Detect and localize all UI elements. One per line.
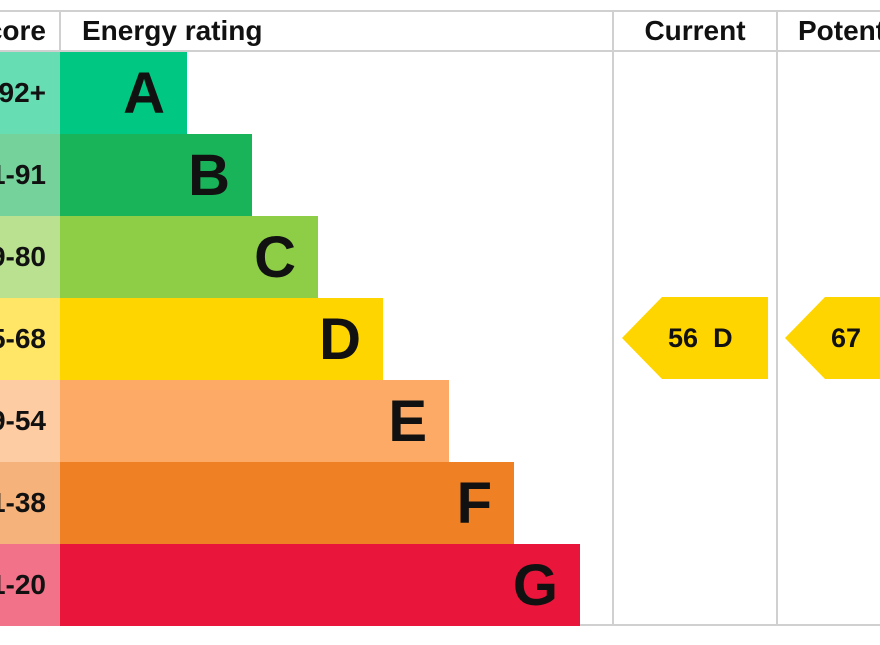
border: [0, 10, 880, 12]
potential-score: 67: [831, 323, 862, 353]
score-range: 21-38: [0, 487, 46, 518]
border: [612, 11, 614, 626]
border: [0, 50, 880, 52]
score-cell: 21-38: [0, 462, 60, 544]
border: [776, 11, 778, 626]
rating-bar: C: [60, 216, 318, 298]
header-potential: Potential: [798, 15, 880, 46]
current-arrow: 56 D: [622, 297, 768, 379]
score-tint: [0, 380, 60, 462]
rating-bar: E: [60, 380, 449, 462]
score-cell: 69-80: [0, 216, 60, 298]
score-cell: 39-54: [0, 380, 60, 462]
rating-bar: B: [60, 134, 252, 216]
current-score: 56: [668, 323, 699, 353]
header-current: Current: [644, 15, 746, 46]
rating-bar: D: [60, 298, 383, 380]
current-band: D: [713, 323, 733, 353]
score-range: 55-68: [0, 323, 46, 354]
rating-bar: F: [60, 462, 514, 544]
score-range: 92+: [0, 77, 46, 108]
score-cell: 1-20: [0, 544, 60, 626]
score-cell: 55-68: [0, 298, 60, 380]
score-tint: [0, 544, 60, 626]
score-tint: [0, 134, 60, 216]
score-tint: [0, 52, 60, 134]
score-range: 1-20: [0, 569, 46, 600]
score-range: 39-54: [0, 405, 46, 436]
score-tint: [0, 462, 60, 544]
score-cell: 92+: [0, 52, 60, 134]
potential-arrow: 67: [785, 297, 880, 379]
score-tint: [0, 298, 60, 380]
score-tint: [0, 216, 60, 298]
score-range: 69-80: [0, 241, 46, 272]
score-cell: 81-91: [0, 134, 60, 216]
score-range: 81-91: [0, 159, 46, 190]
header-score: Score: [0, 15, 46, 46]
rating-bar: A: [60, 52, 187, 134]
rating-bar: G: [60, 544, 580, 626]
header-rating: Energy rating: [82, 15, 263, 46]
